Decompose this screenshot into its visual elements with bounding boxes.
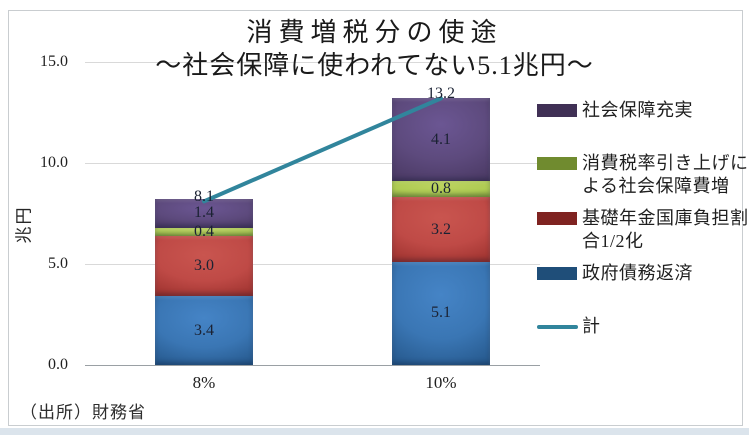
y-axis-tick-label: 10.0	[40, 154, 68, 171]
segment-value-label: 4.1	[431, 130, 451, 148]
legend-swatch	[537, 267, 577, 280]
x-axis-line	[85, 365, 540, 366]
bar-segment	[392, 197, 490, 262]
legend-label-line: 合1/2化	[582, 231, 644, 251]
legend-swatch	[537, 157, 577, 170]
segment-value-label: 5.1	[431, 304, 451, 322]
chart-subtitle: ～社会保障に使われてない5.1兆円～	[155, 51, 594, 80]
bar-segment	[155, 235, 253, 297]
legend-item-label: 基礎年金国庫負担割 合1/2化	[582, 207, 749, 253]
gridline	[85, 62, 540, 63]
legend-label-line: 政府債務返済	[582, 263, 693, 283]
segment-value-label: 3.0	[194, 257, 214, 275]
legend-label-line: よる社会保障費増	[582, 176, 730, 196]
legend-label-line: 計	[582, 316, 601, 336]
legend-item-label: 政府債務返済	[582, 262, 749, 285]
legend-label-line: 基礎年金国庫負担割	[582, 208, 749, 228]
segment-value-label: 3.4	[194, 321, 214, 339]
bottom-border-band	[0, 428, 749, 435]
chart-title: 消費増税分の使途	[246, 18, 503, 47]
legend-swatch	[537, 212, 577, 225]
total-value-label: 8.1	[194, 188, 214, 206]
x-axis-tick-label: 10%	[425, 373, 457, 392]
bar-segment	[155, 227, 253, 236]
segment-value-label: 0.4	[194, 222, 214, 240]
source-note: （出所）財務省	[20, 403, 146, 422]
legend-item-label: 社会保障充実	[582, 99, 749, 122]
legend-item-label: 消費税率引き上げに よる社会保障費増	[582, 152, 749, 198]
segment-value-label: 3.2	[431, 220, 451, 238]
chart-frame-border	[8, 10, 743, 426]
y-axis-title: 兆円	[14, 205, 34, 244]
legend-swatch	[537, 104, 577, 117]
legend-label-line: 社会保障充実	[582, 100, 693, 120]
y-axis-tick-label: 15.0	[40, 53, 68, 70]
legend-item-label: 計	[582, 315, 749, 338]
bar-segment	[155, 296, 253, 365]
total-value-label: 13.2	[427, 85, 455, 103]
legend-label-line: 消費税率引き上げに	[582, 153, 749, 173]
segment-value-label: 0.8	[431, 180, 451, 198]
bar-segment	[155, 199, 253, 228]
x-axis-tick-label: 8%	[192, 373, 216, 392]
legend-line-swatch	[537, 325, 578, 329]
gridline	[85, 264, 540, 265]
y-axis-tick-label: 0.0	[48, 356, 68, 373]
bar-segment	[392, 261, 490, 365]
y-axis-tick-label: 5.0	[48, 255, 68, 272]
segment-value-label: 1.4	[194, 204, 214, 222]
